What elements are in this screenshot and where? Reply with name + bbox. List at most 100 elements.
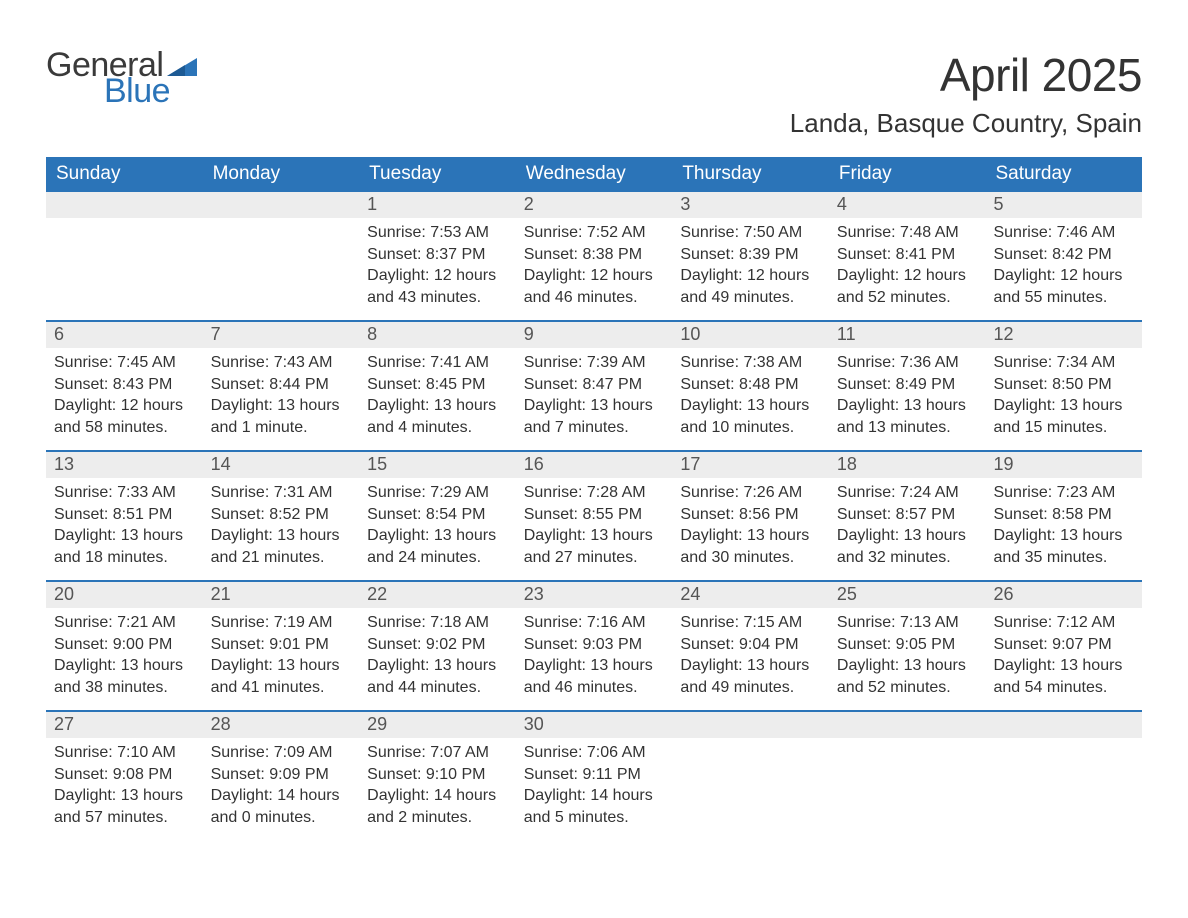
daylight-text: Daylight: 13 hours and 30 minutes. bbox=[680, 525, 821, 568]
calendar-cell: 30Sunrise: 7:06 AMSunset: 9:11 PMDayligh… bbox=[516, 712, 673, 840]
sunrise-text: Sunrise: 7:23 AM bbox=[993, 482, 1134, 504]
sunset-text: Sunset: 8:45 PM bbox=[367, 374, 508, 396]
day-details: Sunrise: 7:19 AMSunset: 9:01 PMDaylight:… bbox=[203, 608, 360, 704]
calendar-cell bbox=[46, 192, 203, 320]
daylight-text: Daylight: 13 hours and 21 minutes. bbox=[211, 525, 352, 568]
day-details: Sunrise: 7:43 AMSunset: 8:44 PMDaylight:… bbox=[203, 348, 360, 444]
day-number: 14 bbox=[203, 452, 360, 478]
calendar-week: 20Sunrise: 7:21 AMSunset: 9:00 PMDayligh… bbox=[46, 580, 1142, 710]
sunrise-text: Sunrise: 7:16 AM bbox=[524, 612, 665, 634]
day-number: 1 bbox=[359, 192, 516, 218]
day-details: Sunrise: 7:39 AMSunset: 8:47 PMDaylight:… bbox=[516, 348, 673, 444]
sunrise-text: Sunrise: 7:28 AM bbox=[524, 482, 665, 504]
calendar-cell: 25Sunrise: 7:13 AMSunset: 9:05 PMDayligh… bbox=[829, 582, 986, 710]
day-details: Sunrise: 7:52 AMSunset: 8:38 PMDaylight:… bbox=[516, 218, 673, 314]
sunrise-text: Sunrise: 7:43 AM bbox=[211, 352, 352, 374]
weekday-header: Monday bbox=[203, 157, 360, 192]
calendar-cell: 8Sunrise: 7:41 AMSunset: 8:45 PMDaylight… bbox=[359, 322, 516, 450]
sunrise-text: Sunrise: 7:41 AM bbox=[367, 352, 508, 374]
sunset-text: Sunset: 9:02 PM bbox=[367, 634, 508, 656]
day-number: 26 bbox=[985, 582, 1142, 608]
sunset-text: Sunset: 9:03 PM bbox=[524, 634, 665, 656]
weekday-header: Tuesday bbox=[359, 157, 516, 192]
day-number: 25 bbox=[829, 582, 986, 608]
daylight-text: Daylight: 12 hours and 43 minutes. bbox=[367, 265, 508, 308]
day-number: 22 bbox=[359, 582, 516, 608]
calendar-cell: 11Sunrise: 7:36 AMSunset: 8:49 PMDayligh… bbox=[829, 322, 986, 450]
sunrise-text: Sunrise: 7:39 AM bbox=[524, 352, 665, 374]
sunset-text: Sunset: 8:55 PM bbox=[524, 504, 665, 526]
calendar-cell: 16Sunrise: 7:28 AMSunset: 8:55 PMDayligh… bbox=[516, 452, 673, 580]
day-number: 8 bbox=[359, 322, 516, 348]
sunrise-text: Sunrise: 7:48 AM bbox=[837, 222, 978, 244]
day-details: Sunrise: 7:16 AMSunset: 9:03 PMDaylight:… bbox=[516, 608, 673, 704]
day-details: Sunrise: 7:09 AMSunset: 9:09 PMDaylight:… bbox=[203, 738, 360, 834]
daylight-text: Daylight: 13 hours and 13 minutes. bbox=[837, 395, 978, 438]
calendar-cell: 12Sunrise: 7:34 AMSunset: 8:50 PMDayligh… bbox=[985, 322, 1142, 450]
daylight-text: Daylight: 13 hours and 1 minute. bbox=[211, 395, 352, 438]
calendar-week: 13Sunrise: 7:33 AMSunset: 8:51 PMDayligh… bbox=[46, 450, 1142, 580]
day-details: Sunrise: 7:50 AMSunset: 8:39 PMDaylight:… bbox=[672, 218, 829, 314]
day-number bbox=[203, 192, 360, 218]
day-details: Sunrise: 7:07 AMSunset: 9:10 PMDaylight:… bbox=[359, 738, 516, 834]
day-details: Sunrise: 7:26 AMSunset: 8:56 PMDaylight:… bbox=[672, 478, 829, 574]
location-subtitle: Landa, Basque Country, Spain bbox=[790, 108, 1142, 139]
daylight-text: Daylight: 13 hours and 35 minutes. bbox=[993, 525, 1134, 568]
sunset-text: Sunset: 8:37 PM bbox=[367, 244, 508, 266]
daylight-text: Daylight: 13 hours and 38 minutes. bbox=[54, 655, 195, 698]
calendar-cell: 22Sunrise: 7:18 AMSunset: 9:02 PMDayligh… bbox=[359, 582, 516, 710]
day-details: Sunrise: 7:29 AMSunset: 8:54 PMDaylight:… bbox=[359, 478, 516, 574]
day-number bbox=[46, 192, 203, 218]
day-details: Sunrise: 7:24 AMSunset: 8:57 PMDaylight:… bbox=[829, 478, 986, 574]
calendar-week: 6Sunrise: 7:45 AMSunset: 8:43 PMDaylight… bbox=[46, 320, 1142, 450]
weekday-header: Friday bbox=[829, 157, 986, 192]
calendar-cell bbox=[985, 712, 1142, 840]
sunrise-text: Sunrise: 7:31 AM bbox=[211, 482, 352, 504]
calendar-cell: 23Sunrise: 7:16 AMSunset: 9:03 PMDayligh… bbox=[516, 582, 673, 710]
day-number: 2 bbox=[516, 192, 673, 218]
month-title: April 2025 bbox=[790, 48, 1142, 102]
sunset-text: Sunset: 8:49 PM bbox=[837, 374, 978, 396]
day-details: Sunrise: 7:15 AMSunset: 9:04 PMDaylight:… bbox=[672, 608, 829, 704]
calendar-cell: 7Sunrise: 7:43 AMSunset: 8:44 PMDaylight… bbox=[203, 322, 360, 450]
sunrise-text: Sunrise: 7:33 AM bbox=[54, 482, 195, 504]
day-details: Sunrise: 7:36 AMSunset: 8:49 PMDaylight:… bbox=[829, 348, 986, 444]
calendar-cell: 26Sunrise: 7:12 AMSunset: 9:07 PMDayligh… bbox=[985, 582, 1142, 710]
calendar-cell: 18Sunrise: 7:24 AMSunset: 8:57 PMDayligh… bbox=[829, 452, 986, 580]
day-number: 6 bbox=[46, 322, 203, 348]
day-number: 20 bbox=[46, 582, 203, 608]
sunrise-text: Sunrise: 7:34 AM bbox=[993, 352, 1134, 374]
daylight-text: Daylight: 12 hours and 49 minutes. bbox=[680, 265, 821, 308]
day-number: 5 bbox=[985, 192, 1142, 218]
daylight-text: Daylight: 14 hours and 5 minutes. bbox=[524, 785, 665, 828]
daylight-text: Daylight: 13 hours and 49 minutes. bbox=[680, 655, 821, 698]
sunrise-text: Sunrise: 7:29 AM bbox=[367, 482, 508, 504]
sunset-text: Sunset: 8:57 PM bbox=[837, 504, 978, 526]
calendar-cell: 2Sunrise: 7:52 AMSunset: 8:38 PMDaylight… bbox=[516, 192, 673, 320]
calendar-cell: 17Sunrise: 7:26 AMSunset: 8:56 PMDayligh… bbox=[672, 452, 829, 580]
calendar-cell: 1Sunrise: 7:53 AMSunset: 8:37 PMDaylight… bbox=[359, 192, 516, 320]
day-details: Sunrise: 7:41 AMSunset: 8:45 PMDaylight:… bbox=[359, 348, 516, 444]
day-number: 3 bbox=[672, 192, 829, 218]
day-details: Sunrise: 7:28 AMSunset: 8:55 PMDaylight:… bbox=[516, 478, 673, 574]
sunset-text: Sunset: 8:56 PM bbox=[680, 504, 821, 526]
day-number: 30 bbox=[516, 712, 673, 738]
day-details: Sunrise: 7:31 AMSunset: 8:52 PMDaylight:… bbox=[203, 478, 360, 574]
sunrise-text: Sunrise: 7:10 AM bbox=[54, 742, 195, 764]
calendar-cell: 28Sunrise: 7:09 AMSunset: 9:09 PMDayligh… bbox=[203, 712, 360, 840]
daylight-text: Daylight: 13 hours and 52 minutes. bbox=[837, 655, 978, 698]
calendar-week: 1Sunrise: 7:53 AMSunset: 8:37 PMDaylight… bbox=[46, 192, 1142, 320]
calendar: Sunday Monday Tuesday Wednesday Thursday… bbox=[46, 157, 1142, 840]
day-number bbox=[985, 712, 1142, 738]
sunset-text: Sunset: 9:01 PM bbox=[211, 634, 352, 656]
sunrise-text: Sunrise: 7:45 AM bbox=[54, 352, 195, 374]
weekday-header: Thursday bbox=[672, 157, 829, 192]
sunset-text: Sunset: 9:08 PM bbox=[54, 764, 195, 786]
sunset-text: Sunset: 8:54 PM bbox=[367, 504, 508, 526]
day-number: 11 bbox=[829, 322, 986, 348]
calendar-cell: 13Sunrise: 7:33 AMSunset: 8:51 PMDayligh… bbox=[46, 452, 203, 580]
calendar-cell: 10Sunrise: 7:38 AMSunset: 8:48 PMDayligh… bbox=[672, 322, 829, 450]
sunset-text: Sunset: 8:39 PM bbox=[680, 244, 821, 266]
daylight-text: Daylight: 12 hours and 52 minutes. bbox=[837, 265, 978, 308]
sunrise-text: Sunrise: 7:46 AM bbox=[993, 222, 1134, 244]
